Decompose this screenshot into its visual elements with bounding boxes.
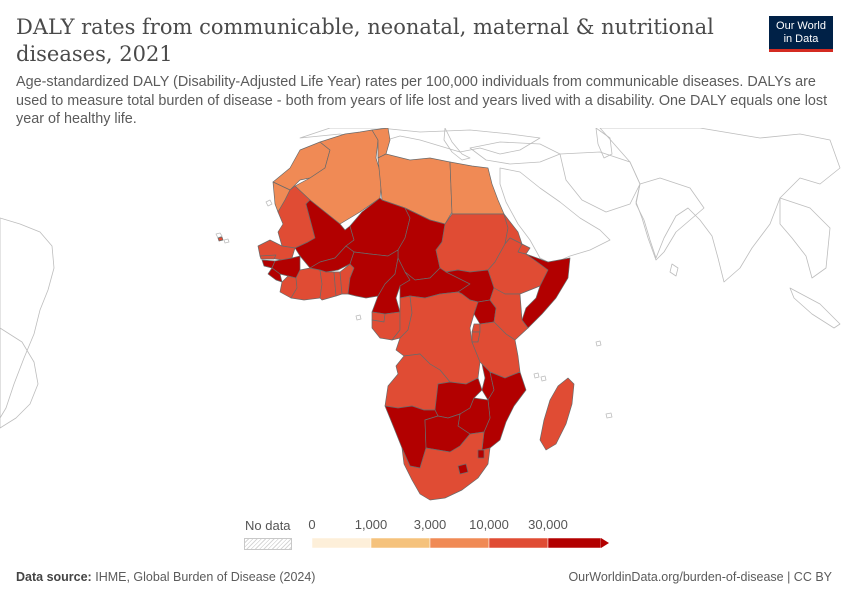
footer-link[interactable]: OurWorldinData.org/burden-of-disease | C… — [568, 570, 832, 584]
region-sierra-leone[interactable]: Sierra Leone — [267, 267, 283, 283]
legend-bin-3[interactable] — [488, 537, 549, 549]
region-ghana[interactable]: Ghana — [319, 269, 337, 301]
legend-bin-0[interactable] — [311, 537, 372, 549]
italy-outline — [443, 128, 471, 161]
region-lesotho[interactable]: Lesotho — [457, 463, 469, 475]
map-background-countries — [0, 128, 841, 429]
region-south-africa[interactable]: South Africa — [401, 431, 491, 501]
region-cameroon[interactable]: Cameroon — [371, 257, 411, 315]
legend-tick-label: 1,000 — [355, 517, 388, 532]
legend-bin-1[interactable] — [370, 537, 431, 549]
region-cape-verde[interactable]: Cape Verde — [217, 236, 224, 242]
data-source: Data source: IHME, Global Burden of Dise… — [16, 570, 315, 584]
owid-logo[interactable]: Our World in Data — [769, 16, 833, 52]
southeast-asia-outline — [779, 197, 831, 279]
asia-outline — [599, 128, 841, 283]
legend-no-data-label: No data — [245, 518, 291, 533]
region-libya[interactable]: Libya — [377, 153, 453, 225]
mauritius-outline — [605, 412, 613, 419]
region-eswatini[interactable]: Eswatini — [477, 449, 485, 459]
brazil-outline — [0, 327, 39, 429]
south-america-outline — [0, 217, 55, 419]
data-source-label: Data source: — [16, 570, 92, 584]
comoros-outline — [533, 372, 547, 382]
region-rwanda[interactable]: Rwanda — [471, 323, 481, 333]
chart-subtitle: Age-standardized DALY (Disability-Adjust… — [16, 74, 828, 127]
data-source-text[interactable]: IHME, Global Burden of Disease (2024) — [95, 570, 316, 584]
seychelles-outline — [595, 340, 602, 347]
legend-bin-4[interactable] — [547, 537, 602, 549]
iran-outline — [559, 151, 641, 213]
region-kenya[interactable]: Kenya — [489, 287, 529, 341]
legend-open-end-arrow — [601, 538, 609, 548]
region-madagascar[interactable]: Madagascar — [539, 377, 575, 451]
logo-line-2: in Data — [783, 32, 819, 45]
region-algeria[interactable]: Algeria — [294, 129, 383, 225]
legend-bin-2[interactable] — [429, 537, 490, 549]
region-egypt[interactable]: Egypt — [449, 161, 505, 215]
chart-title: DALY rates from communicable, neonatal, … — [16, 15, 714, 66]
sumatra-outline — [789, 287, 841, 329]
sao-tome — [355, 314, 362, 321]
turkey-outline — [469, 141, 561, 165]
cape-verde-outline — [215, 232, 230, 244]
africa-regions: MoroccoAlgeriaTunisiaLibyaEgyptWestern S… — [217, 128, 575, 501]
color-legend[interactable]: 0 1,000 3,000 10,000 30,000 — [300, 512, 620, 552]
legend-tick-label: 0 — [308, 517, 315, 532]
choropleth-map[interactable]: MoroccoAlgeriaTunisiaLibyaEgyptWestern S… — [0, 128, 850, 510]
logo-line-1: Our World — [776, 20, 826, 32]
legend-tick-label: 10,000 — [469, 517, 509, 532]
canary-islands — [265, 199, 273, 207]
legend-no-data-swatch — [244, 538, 292, 550]
sri-lanka-outline — [669, 263, 679, 277]
legend-tick-label: 3,000 — [414, 517, 447, 532]
region-gambia[interactable]: Gambia — [259, 254, 277, 260]
middle-east-outline — [499, 167, 611, 265]
legend-tick-label: 30,000 — [528, 517, 568, 532]
india-outline — [635, 177, 705, 261]
